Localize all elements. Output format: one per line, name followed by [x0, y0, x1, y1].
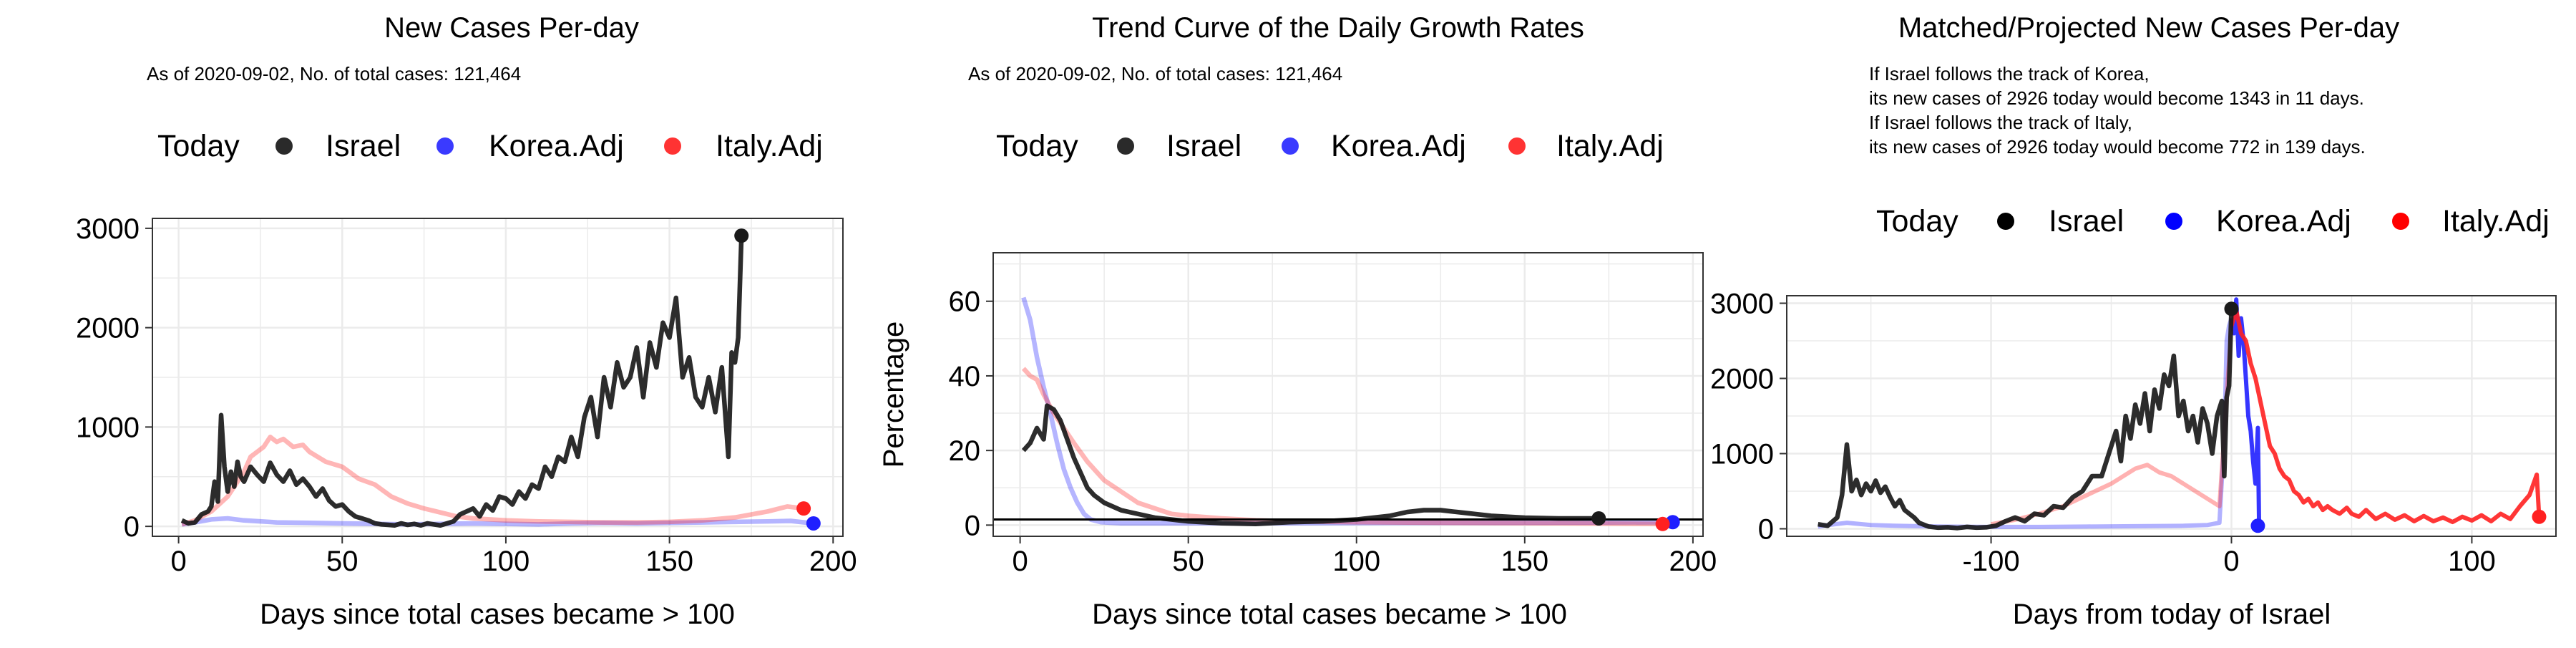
plot-layer: [993, 253, 1703, 536]
legend-marker-italy: [664, 137, 681, 155]
x-tick-label: 50: [1172, 546, 1204, 577]
y-tick-label: 2000: [76, 313, 140, 344]
plot-background: [993, 253, 1703, 536]
x-tick-label: 100: [2448, 546, 2496, 577]
plot-layer: [152, 218, 843, 536]
annotation-block: If Israel follows the track of Korea, it…: [1869, 63, 2366, 158]
y-tick-label: 40: [949, 361, 981, 392]
plot-border: [152, 218, 844, 537]
series-line-israel: [180, 236, 744, 528]
y-tick-label: 1000: [1710, 439, 1774, 470]
legend-marker-korea: [2165, 213, 2182, 230]
y-tick-label: 0: [965, 510, 980, 541]
y-tick-label: 0: [1758, 514, 1774, 546]
x-tick-label: 0: [2223, 546, 2239, 577]
x-tick-label: -100: [1963, 546, 2020, 577]
annotation-line: its new cases of 2926 today would become…: [1869, 136, 2366, 158]
series-line-israel: [1818, 309, 2234, 531]
panel-subtitle: As of 2020-09-02, No. of total cases: 12…: [968, 63, 1342, 84]
legend-label-italy: Italy.Adj: [2442, 204, 2550, 238]
x-axis-title: Days from today of Israel: [2013, 599, 2331, 630]
panel-title: Trend Curve of the Daily Growth Rates: [1092, 12, 1584, 44]
legend-marker-italy: [1508, 137, 1526, 155]
legend-marker-korea: [436, 137, 454, 155]
annotation-line: If Israel follows the track of Korea,: [1869, 63, 2150, 84]
x-axis-title: Days since total cases became > 100: [1092, 599, 1567, 630]
legend-label-korea: Korea.Adj: [2216, 204, 2351, 238]
annotation-line: If Israel follows the track of Italy,: [1869, 112, 2132, 133]
y-tick-label: 0: [124, 511, 140, 543]
panel-growth-rates: Trend Curve of the Daily Growth Rates As…: [878, 12, 1717, 630]
legend-marker-korea: [1282, 137, 1299, 155]
panel-title: New Cases Per-day: [384, 12, 639, 44]
legend-marker-italy: [2392, 213, 2409, 230]
legend: Today Israel Korea.Adj Italy.Adj: [157, 129, 823, 163]
series-line-korea-adj-projection: [2229, 297, 2262, 528]
today-point-italy-adj: [796, 501, 811, 516]
today-point-korea-adj: [806, 516, 821, 531]
legend-marker-israel: [1997, 213, 2014, 230]
legend: Today Israel Korea.Adj Italy.Adj: [1876, 204, 2550, 238]
plot-border: [992, 252, 1704, 537]
today-point-israel: [2224, 301, 2239, 316]
y-tick-label: 3000: [76, 213, 140, 245]
y-tick-label: 1000: [76, 412, 140, 443]
legend-label-korea: Korea.Adj: [489, 129, 624, 163]
today-point-korea-adj: [2250, 518, 2265, 533]
y-tick-label: 20: [949, 435, 981, 467]
x-tick-label: 0: [170, 546, 186, 577]
x-tick-label: 200: [1669, 546, 1717, 577]
today-point-italy-adj: [2532, 509, 2547, 524]
legend-label-italy: Italy.Adj: [1556, 129, 1664, 163]
series-line-israel: [1021, 403, 1599, 527]
legend-title: Today: [1876, 204, 1958, 238]
x-axis-title: Days since total cases became > 100: [260, 599, 735, 630]
panel-new-cases: New Cases Per-day As of 2020-09-02, No. …: [76, 12, 857, 630]
x-tick-label: 200: [809, 546, 857, 577]
legend-title: Today: [157, 129, 240, 163]
x-tick-label: 50: [326, 546, 358, 577]
x-tick-label: 0: [1012, 546, 1028, 577]
y-tick-label: 2000: [1710, 364, 1774, 395]
legend-marker-israel: [1117, 137, 1134, 155]
today-point-israel: [734, 228, 749, 243]
legend: Today Israel Korea.Adj Italy.Adj: [996, 129, 1664, 163]
x-tick-label: 100: [482, 546, 530, 577]
y-axis-title: Percentage: [878, 321, 909, 468]
series-line-italy-adj: [181, 435, 804, 527]
panel-projected: Matched/Projected New Cases Per-day If I…: [1710, 12, 2557, 630]
axis-ticks: 0 50 100 150 200 0 20 40 60: [949, 286, 1717, 577]
legend-title: Today: [996, 129, 1078, 163]
y-tick-label: 60: [949, 286, 981, 318]
legend-label-israel: Israel: [1166, 129, 1241, 163]
series-line-italy-adj-projection: [2229, 309, 2542, 525]
legend-label-israel: Israel: [326, 129, 401, 163]
series-line-korea-adj: [181, 516, 814, 527]
x-tick-label: 150: [1501, 546, 1548, 577]
plot-border: [1786, 295, 2557, 537]
panel-title: Matched/Projected New Cases Per-day: [1898, 12, 2399, 44]
y-tick-label: 3000: [1710, 289, 1774, 320]
legend-label-israel: Israel: [2049, 204, 2124, 238]
legend-marker-israel: [275, 137, 293, 155]
series-line-korea-adj: [1021, 296, 1673, 526]
x-tick-label: 150: [645, 546, 693, 577]
legend-label-korea: Korea.Adj: [1331, 129, 1466, 163]
plot-layer: [1787, 296, 2556, 536]
annotation-line: its new cases of 2926 today would become…: [1869, 87, 2364, 109]
x-tick-label: 100: [1332, 546, 1380, 577]
legend-label-italy: Italy.Adj: [716, 129, 823, 163]
panel-subtitle: As of 2020-09-02, No. of total cases: 12…: [147, 63, 521, 84]
today-point-italy-adj: [1655, 516, 1670, 531]
today-point-israel: [1591, 511, 1606, 526]
plot-area: 0 50 100 150 200 0 20 40 60: [949, 252, 1717, 577]
